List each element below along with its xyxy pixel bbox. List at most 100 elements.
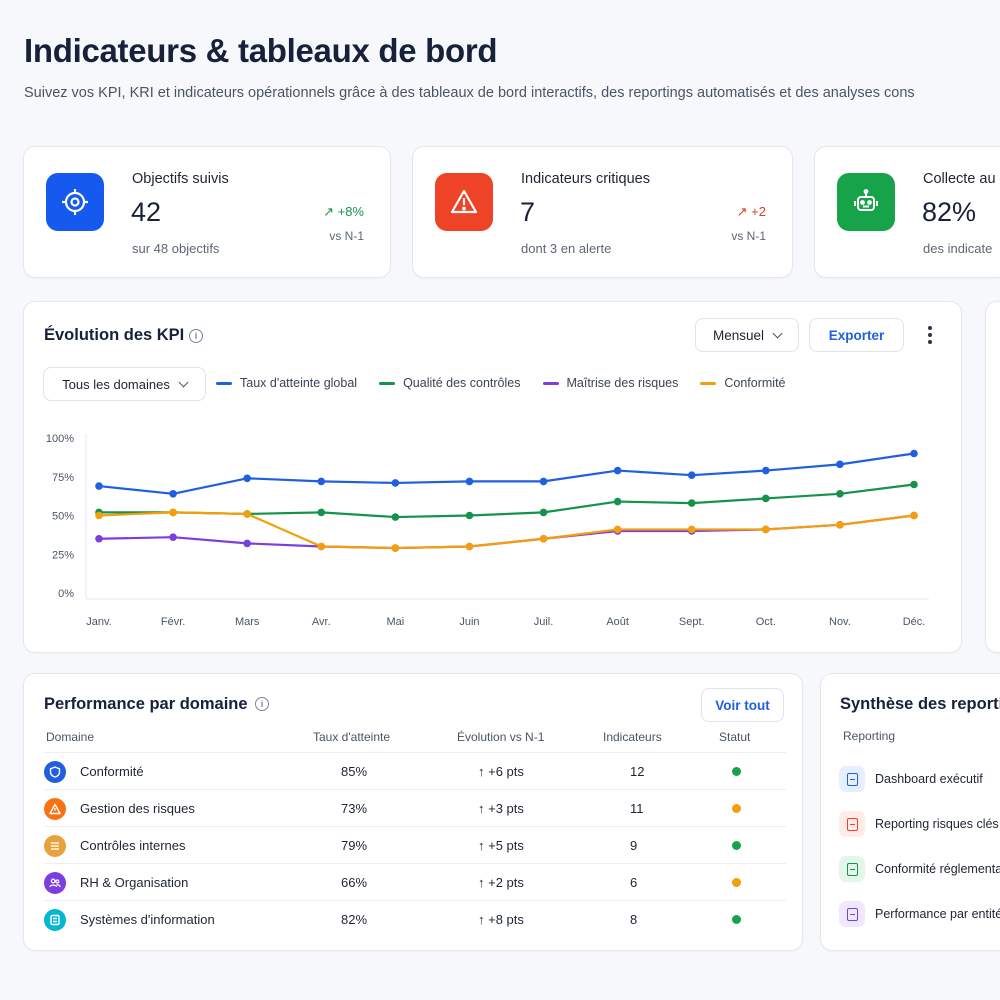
legend-item[interactable]: Conformité	[700, 376, 786, 390]
legend-label: Qualité des contrôles	[403, 376, 521, 390]
data-point	[243, 539, 251, 548]
status-cell	[732, 901, 741, 938]
reports-card: Synthèse des reporti Reporting Dashboard…	[820, 673, 1000, 951]
y-tick-label: 25%	[52, 549, 74, 561]
people-icon	[44, 871, 66, 894]
data-point	[391, 513, 400, 521]
data-point	[910, 480, 918, 489]
side-card	[985, 301, 1000, 653]
database-icon	[44, 908, 66, 931]
view-all-button[interactable]: Voir tout	[701, 688, 784, 722]
data-point	[169, 490, 177, 498]
status-dot	[732, 767, 741, 776]
column-header-evolution: Évolution vs N-1	[457, 730, 545, 744]
table-row[interactable]: RH & Organisation 66% ↑ +2 pts 6	[44, 863, 786, 900]
rate-cell: 73%	[341, 801, 368, 816]
stat-value: 7	[520, 197, 536, 227]
x-tick-label: Août	[606, 616, 629, 628]
stat-card-collection[interactable]: Collecte au 82% des indicate	[814, 146, 1000, 278]
y-tick-label: 100%	[46, 433, 74, 445]
data-point	[95, 482, 103, 490]
x-tick-label: Juin	[459, 616, 479, 628]
domain-cell: RH & Organisation	[44, 864, 188, 901]
report-item[interactable]: Performance par entité	[839, 899, 1000, 929]
status-cell	[732, 753, 741, 790]
legend-label: Maîtrise des risques	[566, 376, 679, 390]
stat-label: Indicateurs critiques	[521, 171, 650, 187]
report-item[interactable]: Conformité réglementa	[839, 854, 1000, 884]
evolution-cell: ↑ +5 pts	[478, 838, 524, 853]
x-tick-label: Janv.	[86, 616, 111, 628]
data-point	[762, 525, 770, 534]
data-point	[836, 460, 844, 469]
status-cell	[732, 827, 741, 864]
data-point	[687, 471, 696, 479]
performance-title: Performance par domaine	[44, 695, 248, 713]
data-point	[391, 479, 400, 487]
stat-card-critical[interactable]: Indicateurs critiques 7 dont 3 en alerte…	[412, 146, 793, 278]
domain-cell: Systèmes d'information	[44, 901, 215, 938]
table-row[interactable]: Gestion des risques 73% ↑ +3 pts 11	[44, 789, 786, 826]
table-row[interactable]: Conformité 85% ↑ +6 pts 12	[44, 752, 786, 789]
stat-card-objectives[interactable]: Objectifs suivis 42 sur 48 objectifs ↗ +…	[23, 146, 391, 278]
reports-title: Synthèse des reporti	[840, 695, 1000, 713]
report-label: Conformité réglementa	[875, 862, 1000, 876]
data-point	[243, 510, 251, 518]
table-row[interactable]: Systèmes d'information 82% ↑ +8 pts 8	[44, 900, 786, 937]
info-icon[interactable]: i	[255, 697, 269, 711]
report-item[interactable]: Dashboard exécutif	[839, 764, 983, 794]
legend-swatch	[379, 381, 396, 385]
x-tick-label: Févr.	[161, 616, 185, 628]
domain-name: Systèmes d'information	[80, 912, 215, 927]
more-options-icon[interactable]	[920, 323, 940, 347]
status-dot	[732, 915, 741, 924]
export-button[interactable]: Exporter	[809, 318, 904, 352]
legend-item[interactable]: Taux d'atteinte global	[216, 376, 357, 390]
shield-icon	[44, 760, 66, 783]
series-line	[98, 511, 915, 550]
data-point	[613, 525, 622, 534]
report-label: Dashboard exécutif	[875, 772, 983, 786]
chart-legend: Taux d'atteinte global Qualité des contr…	[216, 376, 786, 390]
legend-label: Taux d'atteinte global	[240, 376, 358, 390]
domain-name: RH & Organisation	[80, 875, 189, 890]
data-point	[762, 494, 770, 503]
legend-item[interactable]: Maîtrise des risques	[542, 376, 679, 390]
stat-value: 42	[131, 197, 162, 227]
data-point	[539, 534, 548, 543]
legend-swatch	[542, 381, 559, 385]
data-point	[169, 508, 177, 517]
x-tick-label: Oct.	[756, 616, 776, 628]
document-icon	[839, 766, 865, 792]
report-item[interactable]: Reporting risques clés	[839, 809, 999, 839]
period-select[interactable]: Mensuel	[695, 318, 799, 352]
data-point	[836, 490, 844, 498]
data-point	[613, 497, 622, 506]
x-tick-label: Nov.	[829, 616, 851, 628]
domain-select[interactable]: Tous les domaines	[43, 367, 206, 401]
target-icon	[46, 173, 104, 231]
data-point	[243, 474, 251, 483]
kpi-line-chart: 100% 75% 50% 25% 0% Janv. Févr. Mars Avr. Mai Juin…	[46, 433, 929, 628]
y-tick-label: 50%	[52, 511, 74, 523]
data-point	[95, 534, 103, 543]
status-dot	[732, 878, 741, 887]
robot-icon	[837, 173, 895, 231]
warning-icon	[435, 173, 493, 231]
report-label: Reporting risques clés	[875, 817, 999, 831]
data-point	[910, 449, 918, 458]
legend-item[interactable]: Qualité des contrôles	[379, 376, 521, 390]
data-point	[910, 511, 918, 520]
rate-cell: 79%	[341, 838, 368, 853]
table-row[interactable]: Contrôles internes 79% ↑ +5 pts 9	[44, 826, 786, 863]
y-tick-label: 75%	[52, 472, 74, 484]
stat-sub: sur 48 objectifs	[132, 241, 220, 256]
chart-title: Évolution des KPI	[44, 326, 185, 344]
status-cell	[732, 790, 741, 827]
count-cell: 9	[630, 838, 638, 853]
info-icon[interactable]: i	[189, 329, 203, 343]
stat-value: 82%	[922, 197, 977, 227]
column-header-status: Statut	[719, 730, 751, 744]
domain-cell: Contrôles internes	[44, 827, 186, 864]
data-point	[613, 466, 622, 475]
